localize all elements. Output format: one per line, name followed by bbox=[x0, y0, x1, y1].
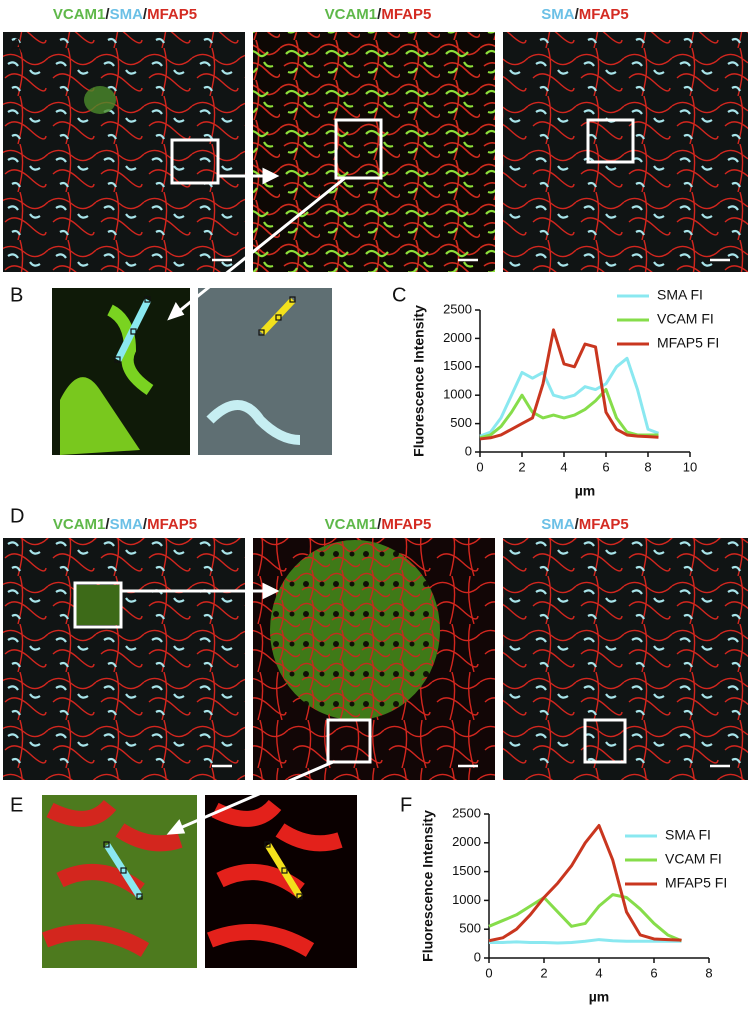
y-tick-label: 1000 bbox=[443, 387, 472, 402]
title-part: VCAM1 bbox=[53, 516, 106, 533]
title-part: / bbox=[575, 6, 580, 23]
image-title: SMA/MFAP5 bbox=[541, 516, 629, 533]
panel-letter: C bbox=[392, 284, 406, 306]
x-tick-label: 0 bbox=[485, 965, 492, 980]
x-tick-label: 8 bbox=[705, 965, 712, 980]
title-part: SMA bbox=[541, 516, 575, 533]
y-tick-label: 0 bbox=[474, 949, 481, 964]
title-part: / bbox=[105, 516, 110, 533]
x-tick-label: 8 bbox=[644, 459, 651, 474]
x-axis-label: µm bbox=[575, 483, 596, 499]
title-part: / bbox=[377, 516, 382, 533]
micrograph-feature bbox=[42, 799, 183, 957]
panel-letter: A bbox=[10, 35, 24, 57]
title-part: SMA bbox=[110, 516, 144, 533]
y-tick-label: 2000 bbox=[443, 330, 472, 345]
data-line bbox=[479, 328, 659, 441]
x-tick-label: 6 bbox=[602, 459, 609, 474]
profile-line bbox=[259, 297, 296, 336]
micrograph-feature bbox=[106, 304, 154, 395]
title-part: / bbox=[143, 6, 148, 23]
legend-label: VCAM FI bbox=[665, 851, 722, 867]
data-line bbox=[489, 938, 682, 945]
profile-line bbox=[104, 843, 143, 899]
panel-letter: F bbox=[400, 794, 412, 816]
y-tick-label: 1000 bbox=[452, 892, 481, 907]
y-tick-label: 2500 bbox=[443, 301, 472, 316]
data-line bbox=[488, 893, 683, 943]
micrograph-feature bbox=[60, 377, 140, 455]
image-title: VCAM1/SMA/MFAP5 bbox=[53, 516, 197, 533]
legend-label: VCAM FI bbox=[657, 311, 714, 327]
y-tick-label: 2000 bbox=[452, 834, 481, 849]
scale-bars bbox=[212, 258, 730, 768]
title-part: MFAP5 bbox=[381, 516, 431, 533]
title-part: MFAP5 bbox=[381, 6, 431, 23]
title-part: / bbox=[143, 516, 148, 533]
title-part: / bbox=[575, 516, 580, 533]
y-tick-label: 500 bbox=[450, 415, 472, 430]
data-line bbox=[479, 356, 660, 438]
title-part: VCAM1 bbox=[325, 516, 378, 533]
data-line bbox=[479, 388, 659, 440]
x-tick-label: 4 bbox=[595, 965, 602, 980]
y-tick-label: 1500 bbox=[452, 863, 481, 878]
x-tick-label: 0 bbox=[476, 459, 483, 474]
legend-label: SMA FI bbox=[657, 287, 703, 303]
y-axis-label: Fluorescence Intensity bbox=[420, 810, 436, 962]
x-tick-label: 6 bbox=[650, 965, 657, 980]
image-title: VCAM1/MFAP5 bbox=[325, 516, 432, 533]
x-tick-label: 10 bbox=[683, 459, 697, 474]
micrograph-feature bbox=[270, 540, 440, 720]
panel-letter: E bbox=[10, 794, 23, 816]
image-title: VCAM1/MFAP5 bbox=[325, 6, 432, 23]
profile-line bbox=[265, 843, 303, 899]
y-tick-label: 2500 bbox=[452, 805, 481, 820]
y-axis-label: Fluorescence Intensity bbox=[411, 305, 427, 457]
legend-label: MFAP5 FI bbox=[665, 875, 727, 891]
arrows bbox=[121, 167, 346, 835]
image-title: SMA/MFAP5 bbox=[541, 6, 629, 23]
title-part: SMA bbox=[541, 6, 575, 23]
micrograph bbox=[3, 32, 245, 272]
title-part: MFAP5 bbox=[147, 6, 197, 23]
micrograph-feature bbox=[75, 585, 121, 625]
legend-label: SMA FI bbox=[665, 827, 711, 843]
legend-label: MFAP5 FI bbox=[657, 335, 719, 351]
y-tick-label: 500 bbox=[459, 921, 481, 936]
profile-markers bbox=[103, 296, 303, 900]
x-tick-label: 2 bbox=[518, 459, 525, 474]
title-part: / bbox=[377, 6, 382, 23]
micrograph bbox=[253, 32, 495, 272]
panel-letter: D bbox=[10, 505, 24, 527]
profile-line bbox=[114, 298, 152, 362]
x-tick-label: 4 bbox=[560, 459, 567, 474]
micrograph-feature bbox=[206, 400, 301, 445]
highlight-boxes bbox=[73, 118, 635, 764]
title-part: SMA bbox=[110, 6, 144, 23]
micrograph bbox=[503, 32, 748, 272]
micrograph bbox=[3, 538, 245, 780]
title-part: VCAM1 bbox=[325, 6, 378, 23]
title-part: MFAP5 bbox=[579, 516, 629, 533]
title-part: MFAP5 bbox=[147, 516, 197, 533]
title-part: MFAP5 bbox=[579, 6, 629, 23]
y-tick-label: 0 bbox=[465, 443, 472, 458]
title-part: VCAM1 bbox=[53, 6, 106, 23]
micrograph-feature bbox=[207, 799, 343, 957]
data-line bbox=[488, 824, 682, 943]
x-axis-label: µm bbox=[589, 989, 610, 1005]
title-part: / bbox=[105, 6, 110, 23]
image-title: VCAM1/SMA/MFAP5 bbox=[53, 6, 197, 23]
y-tick-label: 1500 bbox=[443, 358, 472, 373]
micrograph-feature bbox=[84, 86, 116, 114]
panel-letter: B bbox=[10, 284, 23, 306]
x-tick-label: 2 bbox=[540, 965, 547, 980]
